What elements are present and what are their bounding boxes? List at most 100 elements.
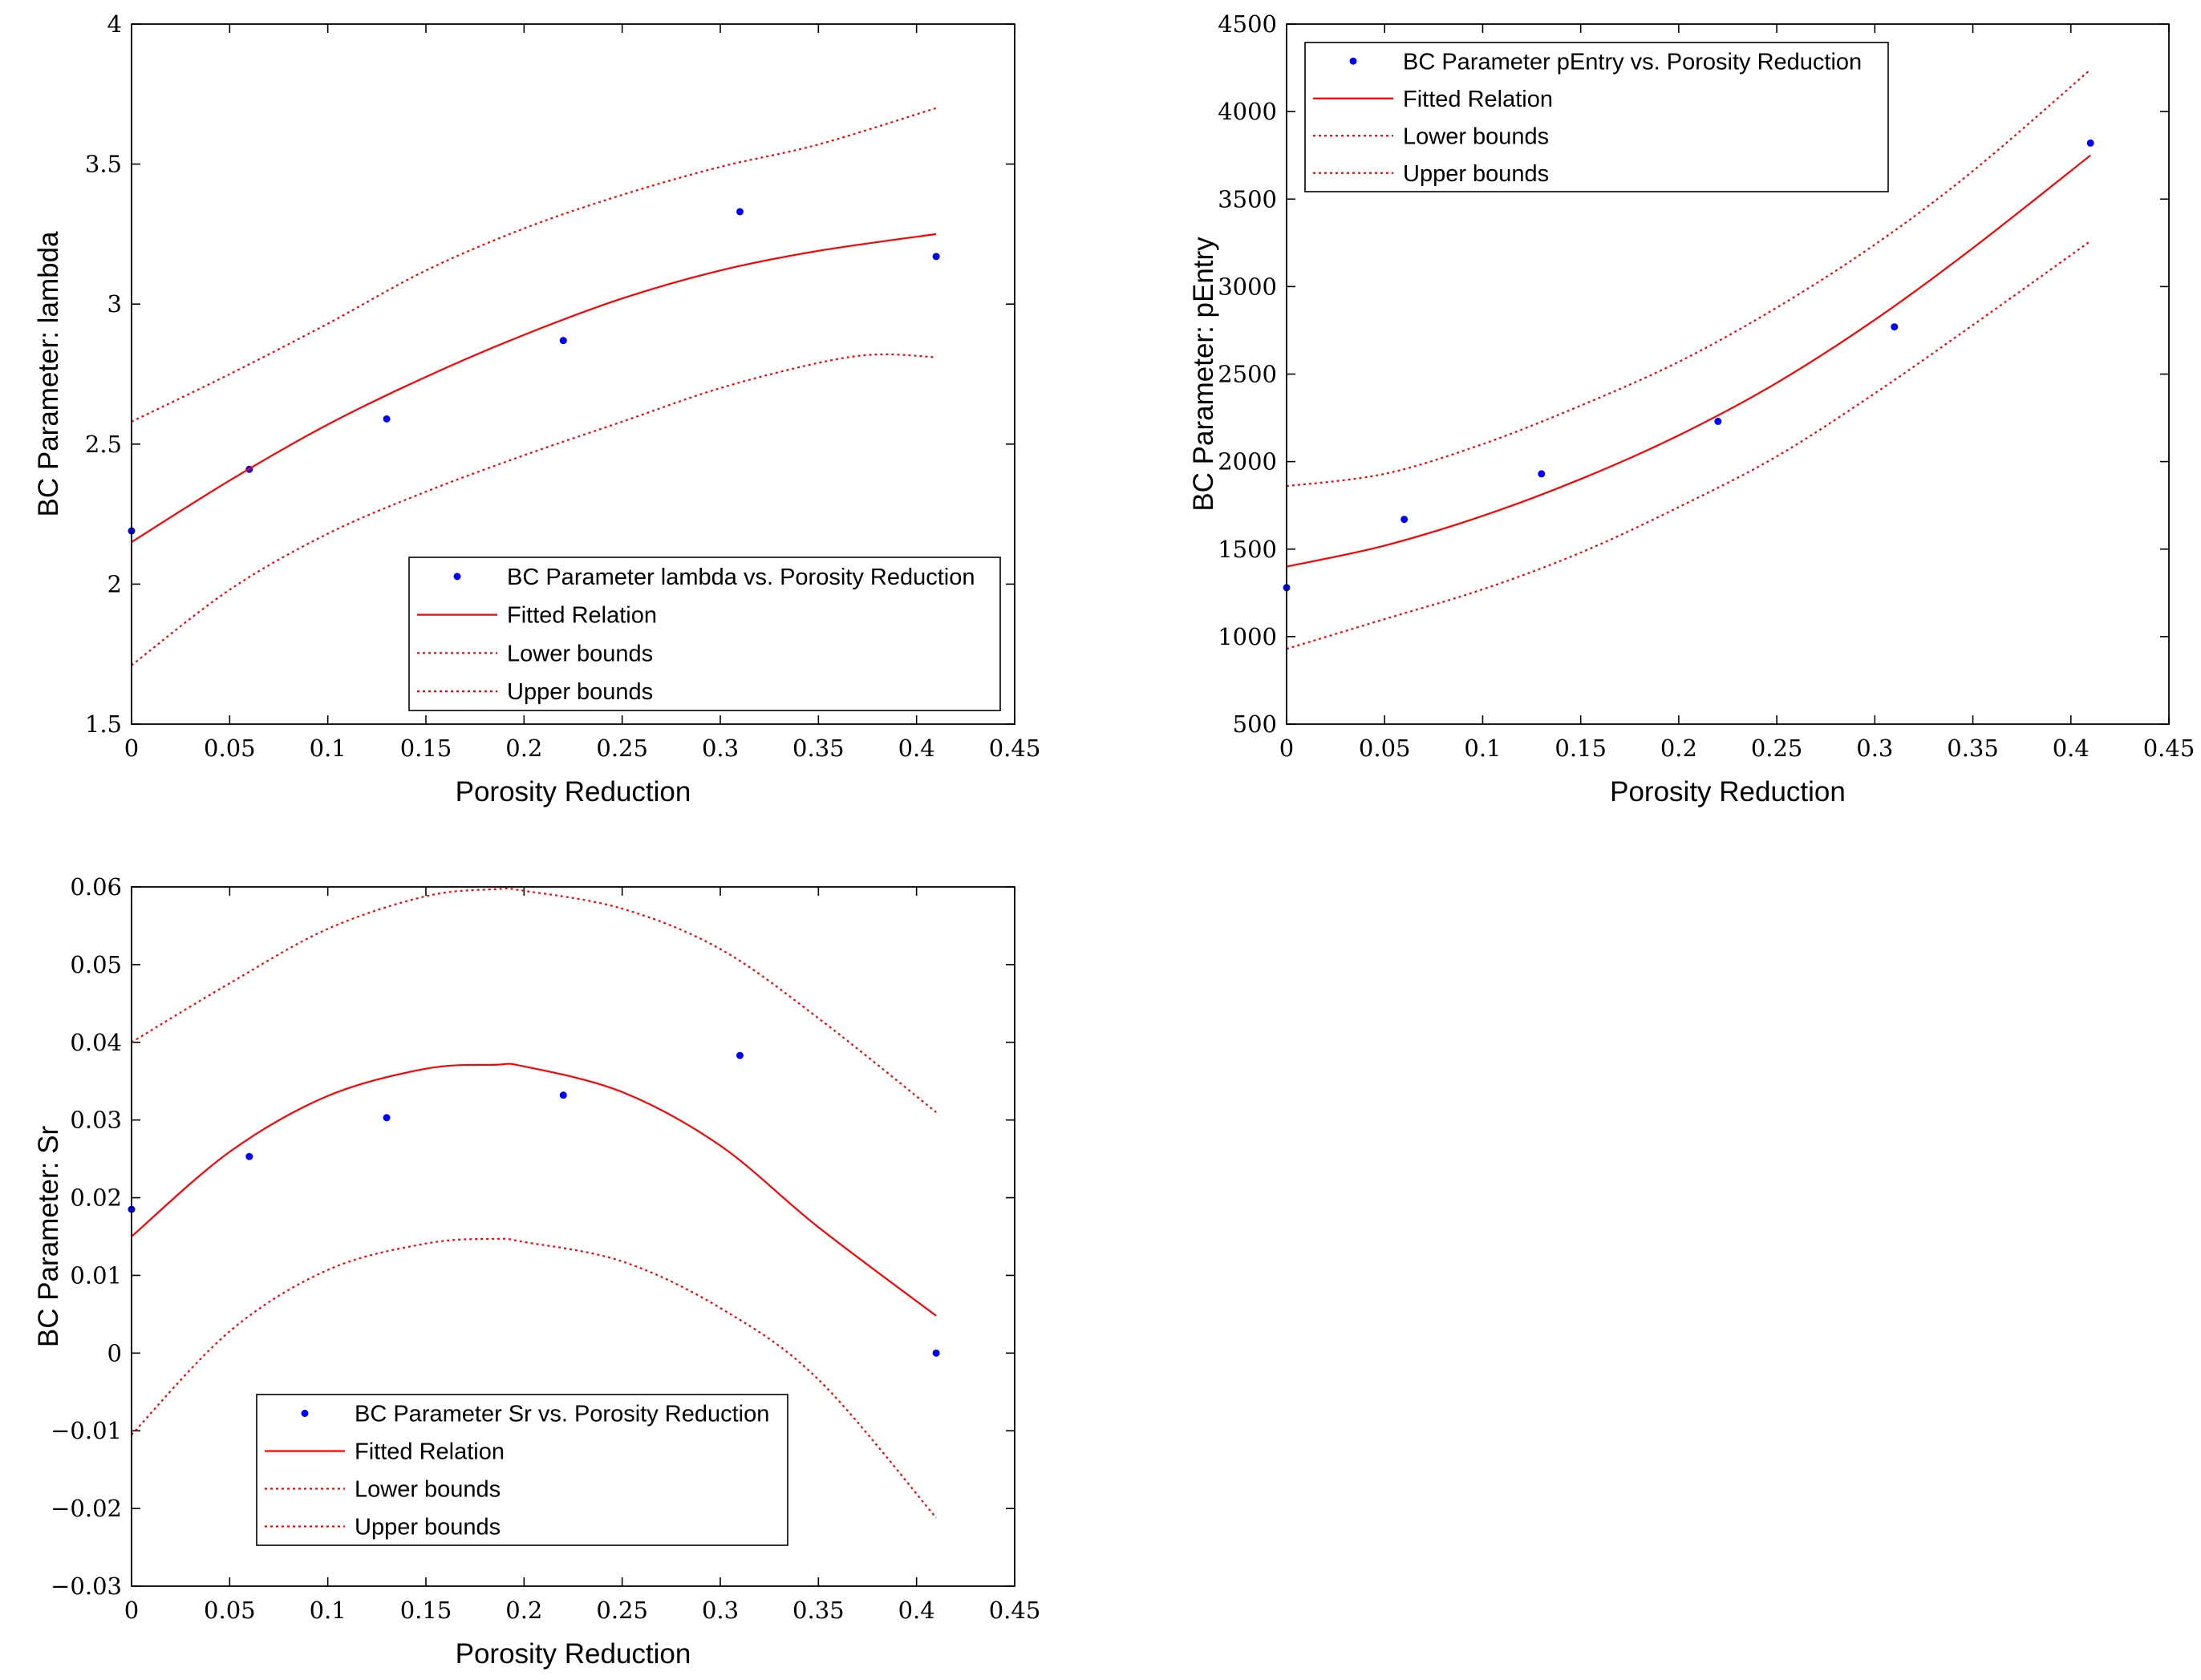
plot-frame [131, 23, 1015, 725]
legend: BC Parameter pEntry vs. Porosity Reducti… [1304, 42, 1889, 192]
upper-bounds-line [131, 107, 937, 423]
legend-label: Fitted Relation [355, 1439, 505, 1465]
x-tick-label: 0 [124, 735, 139, 762]
x-tick-label: 0.05 [1359, 735, 1411, 762]
legend-box [408, 557, 1001, 711]
legend: BC Parameter Sr vs. Porosity Reduction Fi… [256, 1394, 788, 1546]
y-tick-label: 2000 [1218, 448, 1277, 476]
y-tick-label: 2.5 [85, 431, 122, 458]
data-point [2086, 139, 2094, 147]
data-point [736, 208, 744, 216]
legend-label: Lower bounds [1403, 123, 1549, 149]
data-point [1891, 323, 1899, 331]
y-tick-label: 4000 [1218, 98, 1277, 125]
y-axis-title: BC Parameter: pEntry [1188, 237, 1219, 512]
y-tick-label: 3000 [1218, 273, 1277, 300]
y-tick-label: 4500 [1218, 10, 1277, 38]
x-tick-label: 0.05 [204, 735, 256, 762]
legend-label: BC Parameter lambda vs. Porosity Reducti… [507, 565, 975, 590]
data-point [932, 1349, 940, 1357]
x-tick-label: 0.05 [204, 1597, 256, 1624]
y-tick-label: 0.06 [70, 873, 122, 901]
y-tick-label: −0.01 [51, 1417, 122, 1444]
x-tick-label: 0.3 [702, 1597, 739, 1624]
x-tick-label: 0.45 [989, 1597, 1041, 1624]
y-tick-label: −0.02 [51, 1495, 122, 1522]
fitted-relation-line [1286, 154, 2091, 568]
x-tick-label: 0 [1279, 735, 1294, 762]
data-point [245, 1152, 253, 1160]
data-point [383, 1114, 391, 1122]
x-tick-label: 0.3 [702, 735, 739, 762]
data-point [559, 1091, 567, 1099]
x-axis-title: Porosity Reduction [456, 776, 691, 808]
data-point [736, 1051, 744, 1059]
y-tick-label: 0.04 [70, 1029, 122, 1056]
y-tick-label: 4 [107, 10, 122, 38]
x-tick-label: 0.25 [596, 735, 648, 762]
upper-bounds-line [131, 887, 937, 1113]
plot-frame [1286, 23, 2170, 725]
legend-label: Upper bounds [355, 1515, 501, 1540]
y-tick-label: −0.03 [51, 1573, 122, 1600]
y-tick-label: 1.5 [85, 710, 122, 738]
y-tick-label: 500 [1233, 710, 1277, 738]
x-tick-label: 0.15 [400, 735, 452, 762]
y-tick-label: 1000 [1218, 623, 1277, 650]
legend-label: Lower bounds [507, 641, 653, 666]
x-tick-label: 0.1 [310, 1597, 347, 1624]
x-tick-label: 0.4 [898, 1597, 935, 1624]
x-tick-label: 0.35 [792, 735, 845, 762]
data-point [1538, 470, 1546, 478]
x-tick-label: 0.2 [505, 735, 542, 762]
y-tick-label: 1500 [1218, 536, 1277, 563]
legend-box [256, 1394, 788, 1546]
plot-frame [131, 886, 1015, 1587]
legend-label: Upper bounds [1403, 161, 1549, 187]
lower-bounds-line [1286, 240, 2091, 650]
x-tick-label: 0.45 [989, 735, 1041, 762]
y-axis-title: BC Parameter: Sr [33, 1126, 64, 1348]
x-tick-label: 0 [124, 1597, 139, 1624]
y-tick-label: 0 [107, 1339, 122, 1366]
data-point [1714, 417, 1722, 425]
chart-panel-1: 0 0.05 0.1 0.15 0.2 0.25 0.3 0.35 0.4 0.45 1.5 2 2.5… [33, 10, 1040, 808]
x-tick-label: 0.4 [898, 735, 935, 762]
data-point [932, 253, 940, 261]
fitted-relation-line [131, 233, 937, 543]
data-point [1400, 516, 1409, 524]
x-tick-label: 0.25 [1751, 735, 1803, 762]
y-tick-label: 3500 [1218, 185, 1277, 213]
x-tick-label: 0.45 [2143, 735, 2195, 762]
lower-bounds-line [131, 353, 937, 666]
y-tick-label: 0.02 [70, 1184, 122, 1212]
x-axis-title: Porosity Reduction [456, 1638, 691, 1670]
y-axis-title: BC Parameter: lambda [33, 231, 64, 517]
y-tick-label: 0.03 [70, 1107, 122, 1134]
x-tick-label: 0.15 [400, 1597, 452, 1624]
legend-marker-points [1349, 57, 1357, 65]
y-tick-label: 2 [107, 570, 122, 597]
legend-label: BC Parameter Sr vs. Porosity Reduction [355, 1402, 769, 1427]
upper-bounds-line [1286, 68, 2091, 488]
x-tick-label: 0.35 [1947, 735, 1999, 762]
x-axis-title: Porosity Reduction [1610, 776, 1846, 808]
legend-label: Lower bounds [355, 1477, 501, 1503]
x-tick-label: 0.1 [310, 735, 347, 762]
y-tick-label: 0.05 [70, 951, 122, 978]
y-tick-label: 3 [107, 290, 122, 318]
y-tick-label: 3.5 [85, 151, 122, 178]
x-tick-label: 0.2 [505, 1597, 542, 1624]
x-tick-label: 0.2 [1660, 735, 1697, 762]
x-tick-label: 0.25 [596, 1597, 648, 1624]
legend-label: BC Parameter pEntry vs. Porosity Reducti… [1403, 49, 1862, 75]
x-tick-label: 0.35 [792, 1597, 845, 1624]
y-tick-label: 2500 [1218, 361, 1277, 388]
x-tick-label: 0.4 [2053, 735, 2090, 762]
data-point [559, 337, 567, 345]
chart-panel-2: 0 0.05 0.1 0.15 0.2 0.25 0.3 0.35 0.4 0.45 500 1000… [1188, 10, 2195, 808]
fitted-relation-line [131, 1063, 937, 1317]
x-tick-label: 0.1 [1464, 735, 1501, 762]
legend: BC Parameter lambda vs. Porosity Reducti… [408, 557, 1001, 711]
